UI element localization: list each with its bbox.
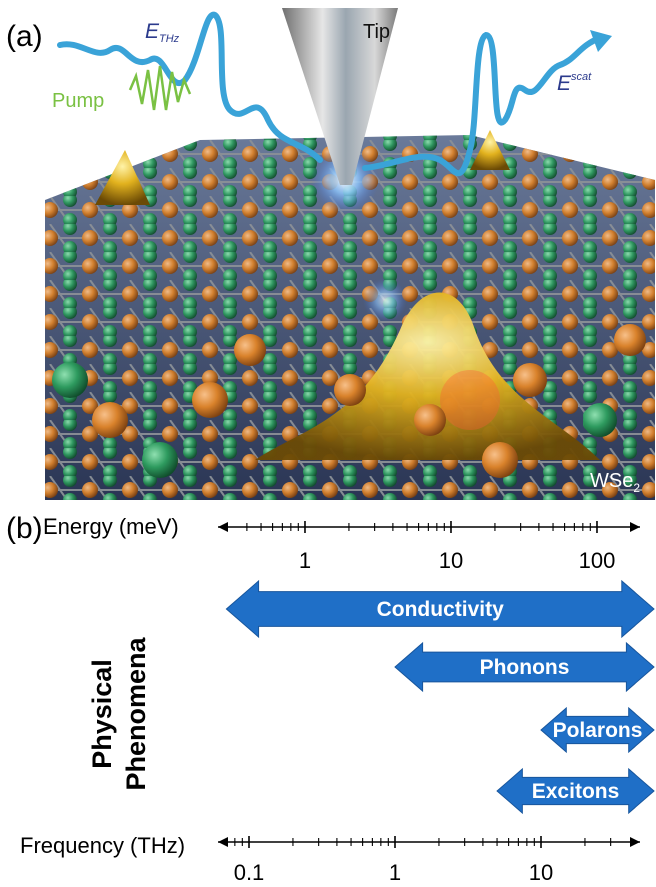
- tip-cone: [282, 8, 398, 185]
- arrow-excitons: [496, 767, 655, 815]
- pump-pulse: [128, 65, 192, 111]
- energy-axis-arrow-right: [630, 522, 640, 532]
- panel-a: (a): [6, 8, 655, 500]
- phenomena-arrows: Conductivity Phonons Polarons Excitons: [225, 579, 655, 815]
- panel-b-label: (b): [6, 512, 43, 545]
- lattice-scene: [45, 130, 655, 500]
- tip-label: Tip: [363, 21, 390, 43]
- vertical-label-physical: Physical: [87, 659, 117, 769]
- frequency-tick-label: 0.1: [234, 860, 265, 885]
- thz-pulse-incoming: [57, 11, 323, 163]
- panel-b: (b) Energy (meV) 1 10 100 Conductivity Phon…: [6, 512, 655, 885]
- e-thz-label: ETHz: [145, 20, 180, 45]
- energy-axis: 1 10 100: [218, 521, 640, 573]
- arrow-label-polarons: Polarons: [553, 719, 643, 742]
- polaron-bump-left: [95, 150, 150, 205]
- arrow-label-phonons: Phonons: [480, 656, 570, 679]
- energy-tick-label: 100: [579, 548, 616, 573]
- frequency-axis-arrow-right: [630, 837, 640, 847]
- scattered-arrowhead: [590, 30, 612, 52]
- e-scat-label: Escat: [557, 71, 592, 95]
- panel-a-label: (a): [6, 20, 43, 53]
- frequency-axis: 0.1 1 10: [218, 836, 640, 885]
- energy-axis-arrow-left: [218, 522, 228, 532]
- frequency-axis-arrow-left: [218, 837, 228, 847]
- arrow-label-excitons: Excitons: [532, 780, 620, 803]
- frequency-tick-label: 1: [389, 860, 401, 885]
- energy-axis-title: Energy (meV): [43, 514, 179, 539]
- excitation-glow: [363, 278, 407, 322]
- energy-tick-label: 10: [439, 548, 463, 573]
- thz-pulse-scattered: [362, 31, 603, 177]
- arrow-label-conductivity: Conductivity: [377, 598, 504, 621]
- arrow-polarons: [540, 706, 655, 754]
- arrow-phonons: [394, 641, 655, 693]
- vertical-label-phenomena: Phenomena: [121, 637, 151, 791]
- energy-tick-label: 1: [299, 548, 311, 573]
- foreground-atoms: [52, 324, 646, 478]
- polaron-bump-large: [255, 292, 600, 460]
- frequency-axis-title: Frequency (THz): [20, 833, 185, 858]
- pump-label: Pump: [52, 90, 104, 112]
- material-label: WSe2: [590, 470, 640, 495]
- polaron-bump-right: [470, 130, 510, 170]
- arrow-conductivity: [225, 579, 655, 639]
- red-glow: [440, 370, 500, 430]
- frequency-tick-label: 10: [529, 860, 553, 885]
